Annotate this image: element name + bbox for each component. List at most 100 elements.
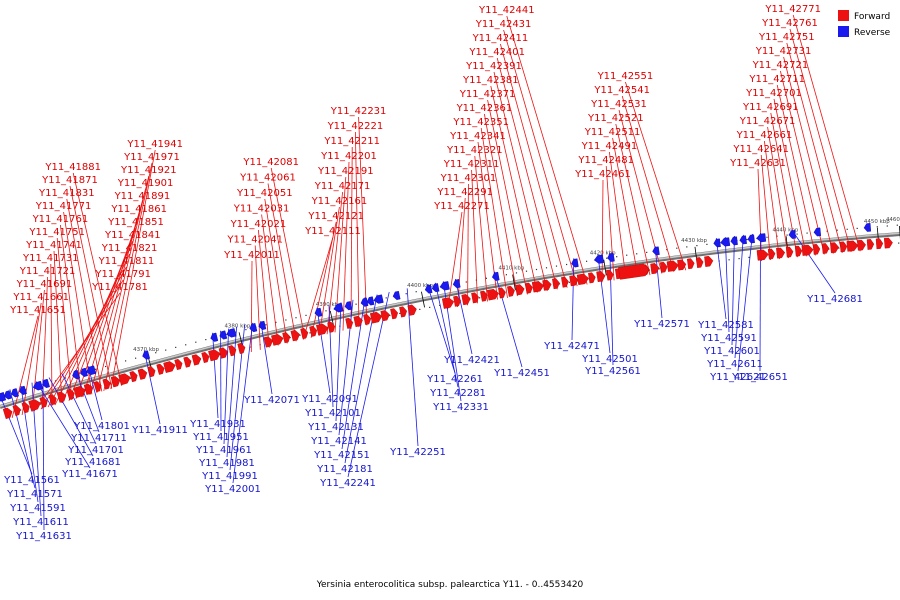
forward-gene-label: Y11_42641 — [732, 144, 789, 155]
reverse-gene-label: Y11_41981 — [198, 458, 255, 469]
forward-leader-line — [776, 84, 816, 256]
forward-gene-label: Y11_42371 — [459, 89, 516, 100]
forward-leader-line — [103, 162, 153, 391]
forward-gene-arrow — [666, 260, 679, 272]
minor-tick — [20, 409, 22, 411]
reverse-gene-label: Y11_42071 — [243, 395, 300, 406]
minor-tick — [776, 235, 778, 237]
forward-gene-label: Y11_42031 — [233, 204, 290, 215]
forward-gene-arrow — [290, 329, 300, 342]
forward-gene-label: Y11_42051 — [236, 188, 293, 199]
minor-tick — [299, 334, 301, 336]
major-tick — [603, 259, 607, 276]
reverse-gene-label: Y11_42681 — [806, 294, 863, 305]
forward-gene-arrow — [327, 321, 336, 333]
forward-gene-label: Y11_42521 — [587, 113, 644, 124]
forward-gene-arrow — [201, 351, 210, 364]
forward-gene-arrow — [461, 294, 471, 306]
forward-leader-line — [467, 183, 469, 306]
minor-tick — [165, 349, 167, 351]
label-leader-lines — [0, 14, 861, 531]
reverse-gene-arrow — [226, 328, 237, 338]
forward-leader-line — [773, 98, 807, 257]
forward-gene-arrow — [191, 354, 202, 366]
forward-gene-label: Y11_42731 — [755, 46, 812, 57]
reverse-gene-label: Y11_42151 — [313, 450, 370, 461]
forward-gene-arrow — [363, 313, 372, 325]
reverse-leader-line — [61, 373, 97, 445]
reverse-leader-line — [731, 235, 735, 346]
reverse-gene-arrow — [0, 392, 7, 402]
forward-gene-arrow — [407, 304, 417, 316]
forward-leader-line — [609, 151, 627, 279]
minor-tick — [896, 224, 898, 226]
forward-gene-label: Y11_42121 — [307, 211, 364, 222]
forward-gene-arrow — [515, 284, 525, 296]
legend-label-forward: Forward — [854, 12, 890, 22]
forward-gene-arrow — [498, 287, 506, 299]
forward-leader-line — [474, 155, 488, 302]
forward-gene-label: Y11_42701 — [745, 88, 802, 99]
forward-gene-arrow — [218, 347, 229, 359]
forward-leader-line — [31, 289, 45, 412]
minor-tick — [566, 263, 568, 266]
forward-leader-line — [506, 15, 588, 285]
minor-tick — [309, 332, 311, 334]
forward-leader-line — [318, 206, 340, 337]
reverse-gene-label: Y11_42591 — [700, 333, 757, 344]
forward-gene-arrow — [830, 242, 839, 254]
forward-leader-line — [72, 172, 123, 386]
minor-tick — [205, 339, 207, 341]
forward-gene-label: Y11_42541 — [593, 85, 650, 96]
reverse-gene-arrow — [452, 279, 461, 289]
forward-gene-arrow — [390, 308, 399, 320]
tick-label: 4450 kbp — [864, 219, 890, 225]
minor-tick — [746, 238, 748, 241]
reverse-gene-label: Y11_42651 — [731, 372, 788, 383]
forward-leader-line — [764, 140, 780, 260]
major-tick — [512, 274, 516, 291]
minor-tick — [195, 341, 197, 343]
forward-gene-arrow — [309, 325, 318, 337]
reverse-gene-label: Y11_42621 — [709, 372, 766, 383]
gene-arrows — [0, 223, 893, 420]
reverse-gene-arrow — [360, 297, 369, 307]
reverse-gene-arrow — [788, 230, 796, 239]
minor-tick — [485, 277, 487, 279]
forward-leader-line — [447, 211, 463, 310]
minor-tick — [419, 308, 421, 310]
forward-gene-arrow — [821, 243, 830, 254]
reverse-gene-arrow — [85, 365, 97, 375]
forward-gene-arrow — [353, 315, 363, 328]
forward-leader-line — [457, 197, 466, 308]
forward-gene-label: Y11_42221 — [327, 121, 384, 132]
minor-tick — [305, 314, 307, 316]
forward-gene-label: Y11_42511 — [584, 127, 641, 138]
forward-gene-arrow — [174, 358, 183, 371]
forward-leader-line — [789, 28, 852, 253]
reverse-gene-label: Y11_41911 — [131, 425, 188, 436]
forward-gene-label: Y11_41851 — [107, 217, 164, 228]
forward-gene-label: Y11_41751 — [28, 227, 85, 238]
reverse-leader-line — [724, 237, 730, 333]
forward-gene-label: Y11_41761 — [32, 214, 89, 225]
forward-gene-label: Y11_42401 — [468, 47, 525, 58]
minor-tick — [109, 383, 111, 385]
forward-gene-arrow — [380, 310, 390, 322]
minor-tick — [886, 225, 888, 227]
minor-tick — [325, 310, 327, 312]
forward-gene-arrow — [73, 386, 86, 398]
minor-tick — [555, 265, 558, 267]
major-tick — [421, 291, 425, 308]
forward-gene-arrow — [776, 247, 786, 259]
forward-gene-arrow — [875, 238, 884, 250]
forward-gene-arrow — [237, 342, 246, 354]
forward-gene-arrow — [531, 281, 545, 293]
forward-leader-line — [21, 302, 42, 415]
minor-tick — [568, 281, 570, 283]
forward-leader-line — [56, 237, 73, 401]
forward-gene-label: Y11_42081 — [242, 157, 299, 168]
reverse-gene-arrow — [713, 238, 721, 248]
minor-tick — [796, 233, 798, 235]
minor-tick — [94, 368, 97, 370]
